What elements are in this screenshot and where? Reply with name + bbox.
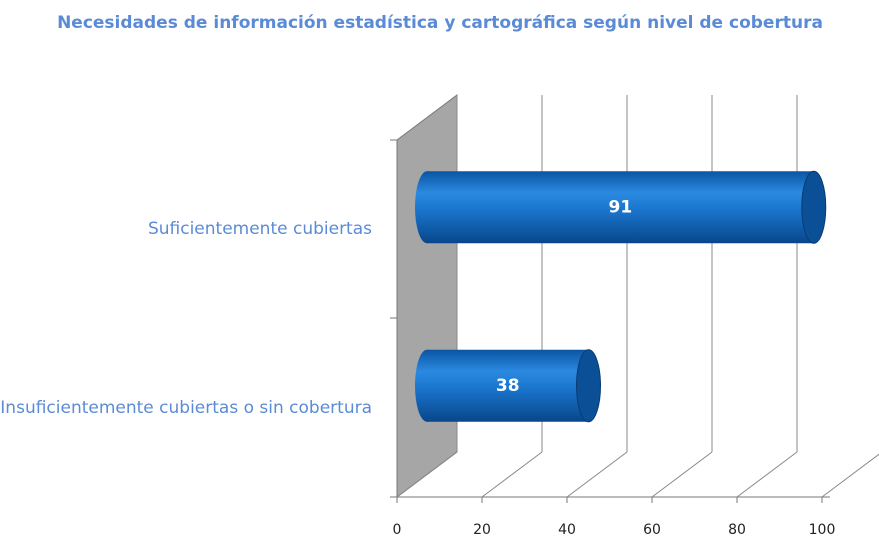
- x-tick-label: 80: [728, 522, 746, 538]
- bar-end-cap: [801, 170, 827, 244]
- floor-grid-line: [396, 451, 458, 498]
- x-tick-label: 0: [393, 522, 402, 538]
- category-label: Suficientemente cubiertas: [147, 219, 372, 240]
- x-tick-label: 60: [643, 522, 661, 538]
- x-tick-label: 20: [473, 522, 491, 538]
- floor-grid-line: [651, 451, 713, 498]
- floor-grid-line: [566, 451, 628, 498]
- side-wall: [396, 94, 458, 498]
- bar-end-cap: [576, 349, 601, 423]
- bar: [427, 171, 814, 244]
- x-tick-label: 40: [558, 522, 576, 538]
- chart-title: Necesidades de información estadística y…: [57, 13, 823, 33]
- x-tick-label: 100: [809, 522, 836, 538]
- bar: [427, 349, 589, 422]
- floor-grid-line: [481, 451, 543, 498]
- floor-grid-line: [821, 453, 879, 498]
- floor-grid-line: [736, 451, 798, 498]
- data-label: 91: [609, 197, 633, 217]
- data-label: 38: [496, 376, 520, 396]
- category-label: Insuficientemente cubiertas o sin cobert…: [0, 397, 372, 418]
